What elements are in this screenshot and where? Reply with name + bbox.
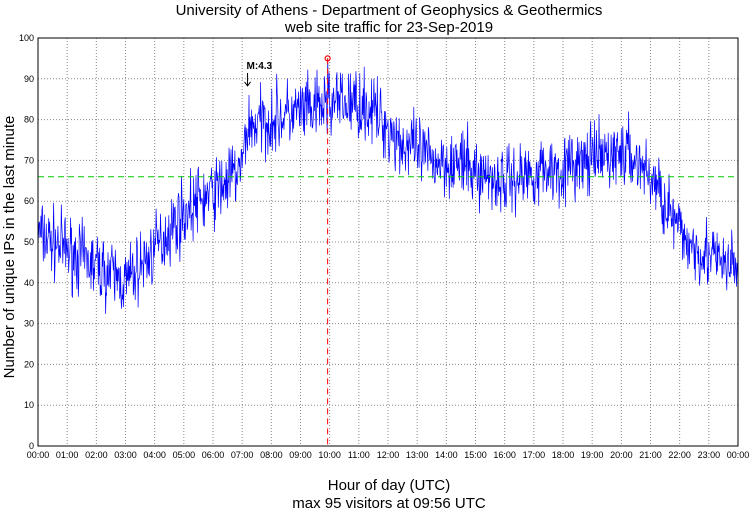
x-axis-label: Hour of day (UTC): [328, 477, 451, 494]
x-tick-label: 08:00: [260, 450, 283, 460]
chart-title: University of Athens - Department of Geo…: [176, 2, 603, 19]
annotation-arrow-head: [244, 81, 251, 87]
x-tick-label: 09:00: [289, 450, 312, 460]
y-tick-label: 40: [24, 278, 34, 288]
x-tick-label: 20:00: [610, 450, 633, 460]
x-tick-label: 17:00: [523, 450, 546, 460]
x-tick-label: 05:00: [173, 450, 196, 460]
x-tick-label: 15:00: [464, 450, 487, 460]
y-tick-label: 10: [24, 400, 34, 410]
tick-labels: 0 10 20 30 40 50 60 70 80 90 100 00:00 01:00 02:00 03:…: [19, 33, 749, 460]
series-layer: [37, 58, 739, 314]
annotation-label: M:4.3: [247, 61, 273, 72]
y-tick-label: 0: [29, 441, 34, 451]
x-tick-label: 11:00: [348, 450, 370, 460]
y-tick-label: 30: [24, 319, 34, 329]
overlay-layer: M:4.3: [38, 55, 738, 446]
x-tick-label: 00:00: [727, 450, 750, 460]
plot-frame: [37, 37, 739, 447]
x-tick-label: 22:00: [668, 450, 691, 460]
x-tick-label: 00:00: [27, 450, 50, 460]
chart-subtitle: web site traffic for 23-Sep-2019: [284, 19, 493, 36]
y-tick-label: 80: [24, 115, 34, 125]
x-tick-label: 19:00: [581, 450, 604, 460]
x-tick-label: 14:00: [435, 450, 458, 460]
x-tick-label: 01:00: [56, 450, 79, 460]
y-tick-label: 90: [24, 74, 34, 84]
x-tick-label: 18:00: [552, 450, 575, 460]
x-tick-label: 04:00: [143, 450, 166, 460]
traffic-series-line: [37, 58, 739, 314]
x-tick-label: 12:00: [377, 450, 400, 460]
y-tick-label: 100: [19, 33, 34, 43]
y-tick-label: 20: [24, 359, 34, 369]
x-tick-label: 13:00: [406, 450, 429, 460]
x-tick-label: 16:00: [493, 450, 516, 460]
max-marker-point: [324, 55, 331, 62]
x-tick-label: 03:00: [114, 450, 137, 460]
grid: [38, 38, 738, 446]
x-tick-label: 07:00: [231, 450, 254, 460]
x-tick-label: 02:00: [85, 450, 108, 460]
x-tick-label: 06:00: [202, 450, 225, 460]
y-tick-label: 70: [24, 155, 34, 165]
y-tick-label: 50: [24, 237, 34, 247]
x-tick-label: 10:00: [318, 450, 341, 460]
chart-footer: max 95 visitors at 09:56 UTC: [292, 495, 486, 511]
x-tick-label: 21:00: [639, 450, 662, 460]
y-axis-label: Number of unique IPs in the last minute: [1, 116, 18, 379]
x-tick-label: 23:00: [698, 450, 721, 460]
y-tick-label: 60: [24, 196, 34, 206]
